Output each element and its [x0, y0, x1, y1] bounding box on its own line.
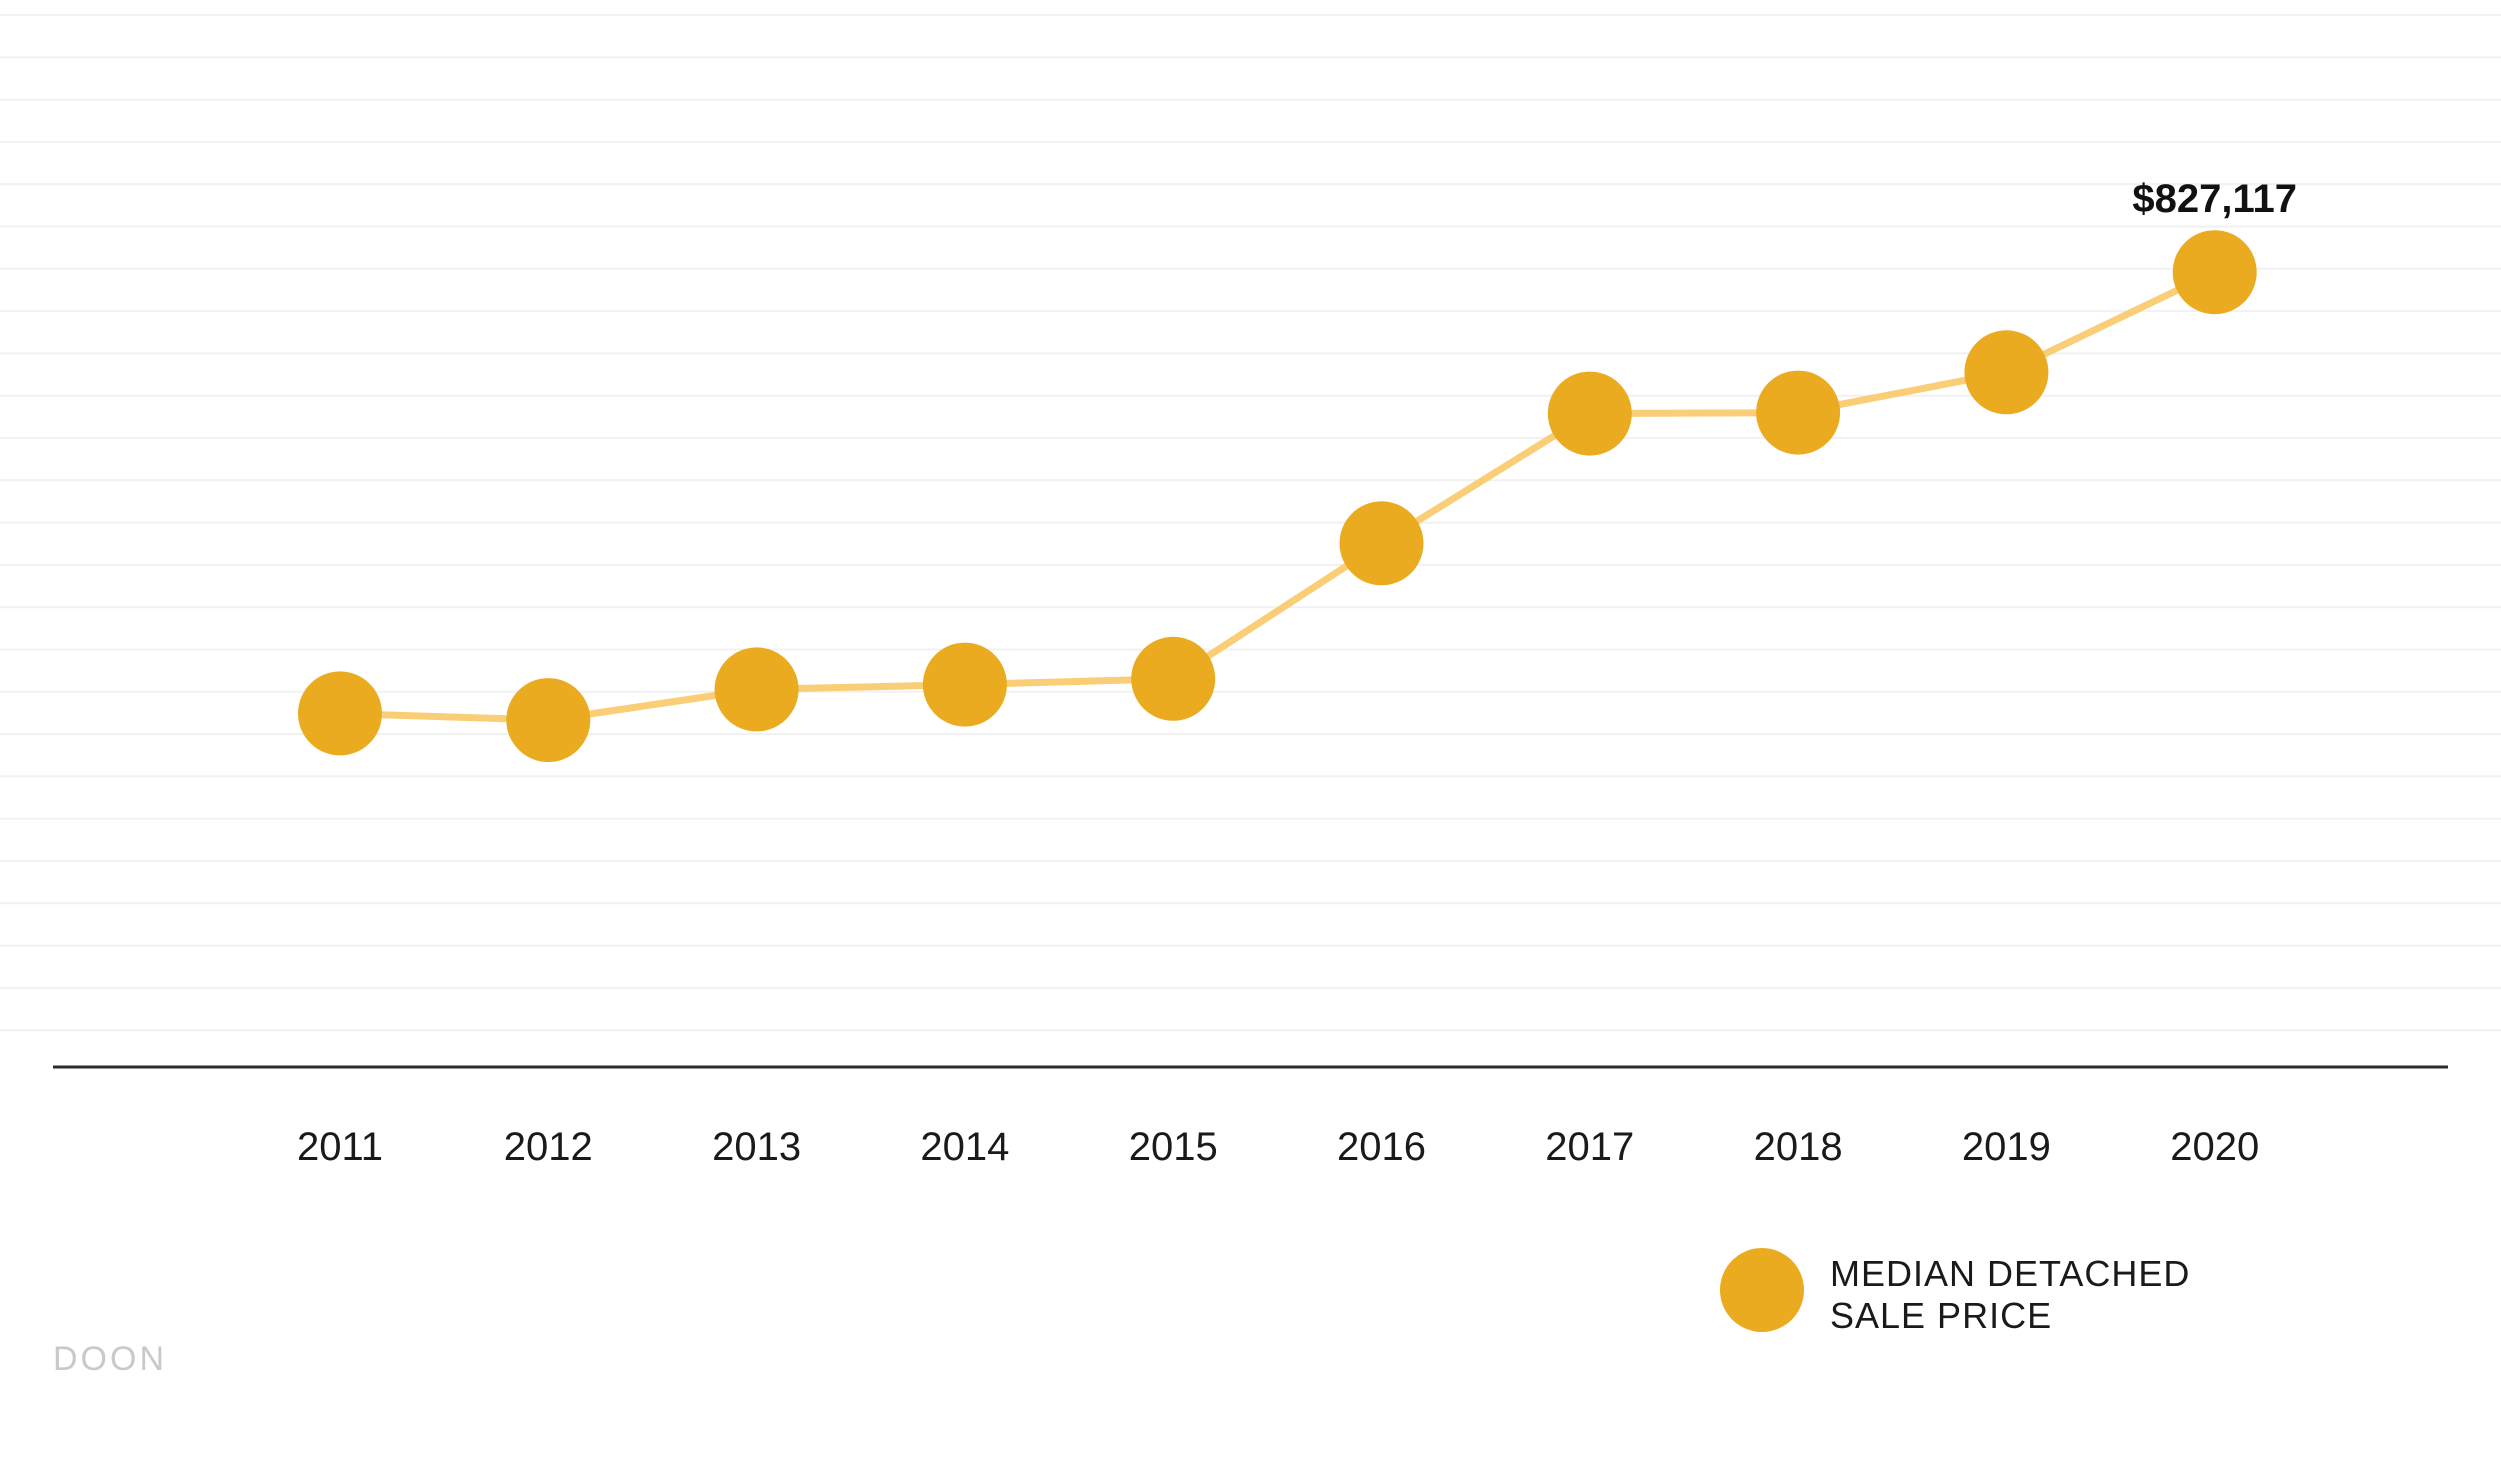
data-point-2018 [1756, 370, 1841, 455]
data-point-2012 [506, 678, 591, 763]
x-tick-label-2019: 2019 [1962, 1125, 2051, 1169]
x-tick-label-2018: 2018 [1754, 1125, 1843, 1169]
legend-marker-icon [1720, 1248, 1804, 1332]
gridlines [0, 14, 2501, 1032]
legend: MEDIAN DETACHED SALE PRICE [1720, 1248, 2190, 1336]
x-tick-label-2020: 2020 [2170, 1125, 2259, 1169]
x-tick-label-2013: 2013 [712, 1125, 801, 1169]
data-point-2016 [1339, 501, 1424, 586]
data-point-2020 [2172, 230, 2257, 315]
legend-label-line1: MEDIAN DETACHED [1830, 1253, 2190, 1294]
legend-label-line2: SALE PRICE [1830, 1295, 2052, 1336]
series-layer [298, 230, 2257, 763]
x-tick-label-2015: 2015 [1129, 1125, 1218, 1169]
data-point-2013 [714, 647, 799, 732]
x-tick-label-2014: 2014 [920, 1125, 1009, 1169]
x-tick-label-2017: 2017 [1545, 1125, 1634, 1169]
data-point-2011 [298, 671, 382, 756]
data-point-2015 [1131, 636, 1216, 721]
watermark-logo: DOON [53, 1340, 167, 1378]
x-tick-label-2011: 2011 [297, 1125, 383, 1169]
data-point-2014 [922, 642, 1007, 727]
data-point-2017 [1547, 371, 1632, 456]
x-tick-labels: 2011 2012 2013 2014 2015 2016 2017 2018 2019 2020 [297, 1125, 2259, 1169]
x-tick-label-2016: 2016 [1337, 1125, 1426, 1169]
x-tick-label-2012: 2012 [504, 1125, 593, 1169]
data-labels: $827,117 [2132, 177, 2297, 221]
data-point-2019 [1964, 330, 2049, 415]
data-label-2020: $827,117 [2132, 177, 2297, 221]
series-line [336, 268, 2219, 724]
